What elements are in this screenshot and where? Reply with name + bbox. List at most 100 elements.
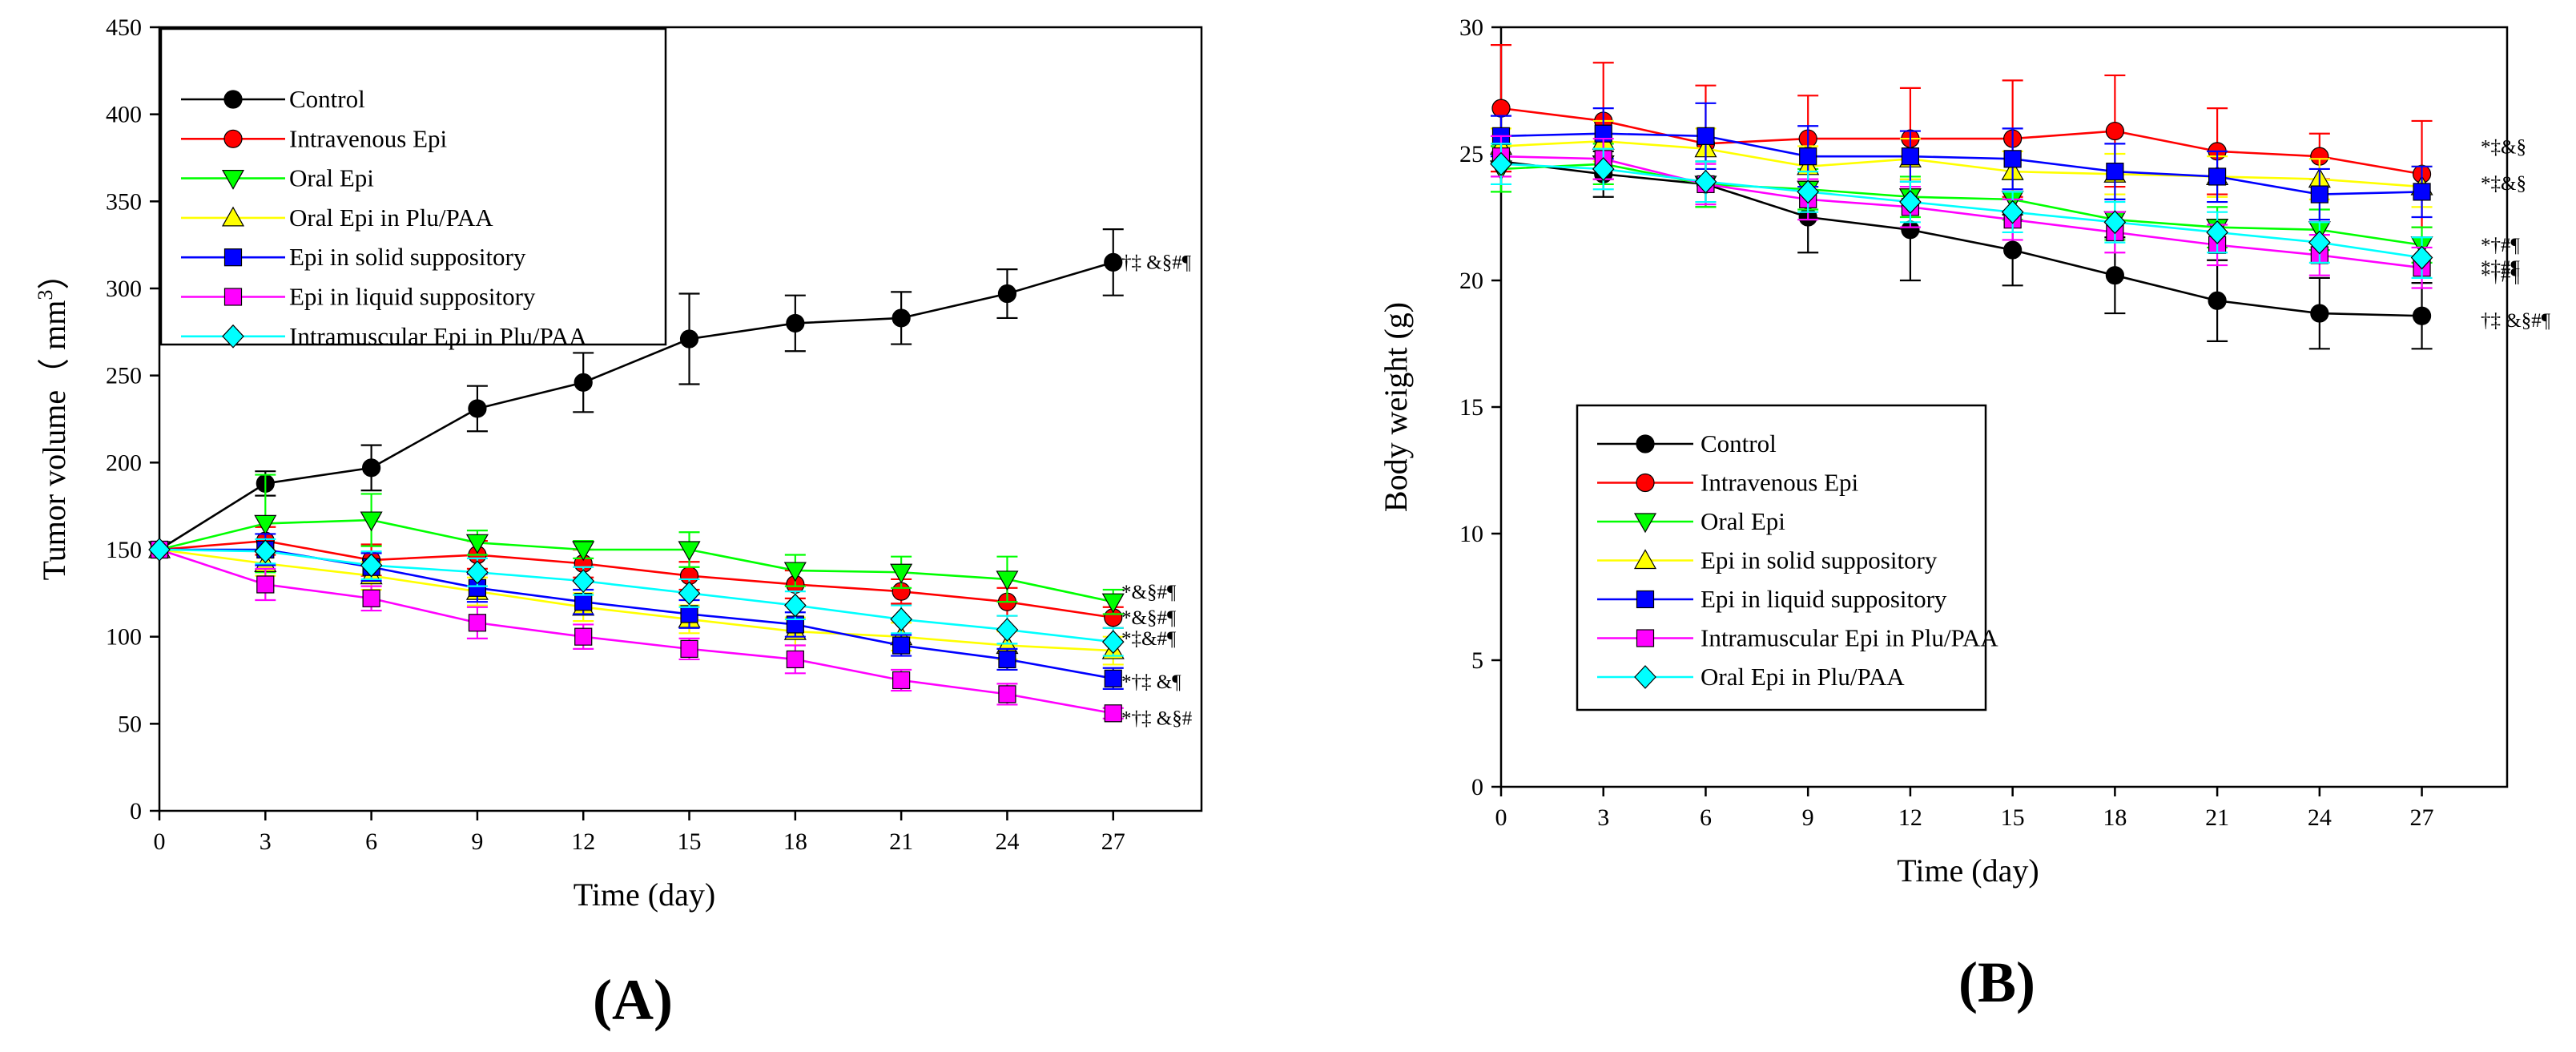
data-point (574, 373, 593, 392)
data-point (2103, 210, 2127, 235)
data-point (572, 569, 595, 594)
x-axis-label: Time (day) (574, 877, 715, 913)
series-line (159, 548, 1113, 652)
data-point (784, 593, 807, 618)
series-line (1500, 107, 2422, 175)
data-point (892, 308, 911, 328)
data-point (1104, 252, 1123, 272)
data-point (1799, 147, 1817, 166)
legend-marker (221, 170, 245, 190)
data-point (679, 329, 699, 349)
x-tick-label: 18 (783, 828, 807, 855)
x-tick-label: 21 (889, 828, 913, 855)
data-point (786, 650, 804, 669)
data-point (680, 639, 698, 658)
y-tick-label: 50 (118, 711, 142, 737)
data-point (362, 589, 380, 607)
data-point (890, 563, 913, 584)
legend-label: Oral Epi (289, 164, 374, 192)
x-tick-label: 12 (1898, 804, 1922, 831)
y-tick-label: 200 (106, 449, 142, 476)
significance-annotation: *‡&§ (2481, 136, 2526, 158)
data-point (574, 627, 593, 646)
data-point (2413, 183, 2431, 201)
legend-label: Control (289, 85, 365, 113)
data-point (890, 607, 912, 631)
data-point (148, 538, 171, 562)
significance-annotation: †‡ &§#¶ (1121, 252, 1192, 273)
data-point (468, 399, 487, 418)
legend-marker (223, 248, 243, 267)
legend-item: Oral Epi in Plu/PAA (181, 204, 493, 232)
legend-label: Epi in solid suppository (289, 243, 526, 271)
legend-marker (1634, 665, 1656, 689)
panel-label: (A) (593, 968, 673, 1032)
series-line (1500, 132, 2422, 195)
y-tick-label: 250 (106, 363, 142, 389)
x-tick-label: 27 (2410, 804, 2434, 831)
data-point (2003, 150, 2022, 168)
data-point (254, 539, 277, 564)
x-tick-label: 9 (471, 828, 483, 855)
data-point (362, 458, 381, 478)
data-point (574, 593, 593, 611)
data-point (465, 534, 489, 554)
legend-item: Epi in solid suppository (1597, 546, 1938, 574)
data-point (892, 636, 911, 655)
series-line (159, 261, 1114, 551)
x-tick-label: 18 (2103, 804, 2127, 831)
significance-annotation: *‡&§ (2481, 173, 2526, 195)
y-tick-label: 400 (106, 102, 142, 128)
data-point (996, 618, 1019, 642)
y-tick-label: 30 (1459, 14, 1483, 41)
data-point (360, 511, 383, 532)
data-point (1101, 630, 1125, 655)
legend-label: Intramuscular Epi in Plu/PAA (289, 322, 587, 350)
legend-label: Oral Epi in Plu/PAA (1701, 663, 1905, 691)
significance-annotation: †‡ &§#¶ (2481, 310, 2551, 332)
data-point (996, 570, 1019, 591)
data-point (1899, 190, 1922, 214)
series-oral-epi: *&§#¶ (147, 474, 1177, 615)
legend-item: Control (181, 85, 365, 113)
chart-panel-a: 0 3 6 9 12 15 18 21 24 27 0 50 100 150 200 250 300 350 400… (34, 14, 1203, 1032)
series-line (159, 539, 1113, 619)
x-axis-label: Time (day) (1897, 852, 2039, 889)
data-point (998, 650, 1016, 669)
data-point (678, 581, 701, 606)
x-tick-label: 24 (995, 828, 1019, 855)
data-point (2310, 185, 2328, 204)
x-tick-label: 6 (1700, 804, 1712, 831)
data-point (678, 541, 701, 562)
data-point (1797, 179, 1820, 204)
x-tick-label: 6 (365, 828, 377, 855)
x-tick-label: 15 (678, 828, 702, 855)
series-intramuscular-epi-in-plu-paa: *‡&#¶ (148, 538, 1177, 657)
legend-item: Intravenous Epi (181, 124, 448, 152)
legend-label: Oral Epi (1701, 507, 1785, 535)
significance-annotation: *†‡ &§# (1121, 707, 1193, 729)
series-line (159, 548, 1113, 643)
y-tick-label: 25 (1459, 141, 1483, 167)
legend-label: Intramuscular Epi in Plu/PAA (1701, 624, 1998, 652)
data-point (1697, 127, 1715, 145)
series-line (1500, 163, 2422, 247)
legend-marker (1636, 473, 1655, 493)
data-point (2206, 220, 2228, 244)
data-point (256, 575, 275, 594)
y-tick-label: 10 (1459, 521, 1483, 547)
y-tick-label: 300 (106, 276, 142, 302)
legend-box (159, 27, 667, 346)
series-line (1500, 139, 2422, 188)
data-point (1490, 151, 1512, 176)
legend-marker (1633, 513, 1657, 534)
data-point (2208, 291, 2227, 310)
data-point (2308, 230, 2331, 255)
series-line (159, 548, 1113, 715)
data-point (892, 671, 911, 690)
data-point (466, 560, 489, 585)
y-tick-label: 150 (106, 537, 142, 563)
legend: Control Intravenous Epi Oral Epi Oral Epi i… (159, 27, 667, 350)
x-tick-label: 0 (154, 828, 166, 855)
